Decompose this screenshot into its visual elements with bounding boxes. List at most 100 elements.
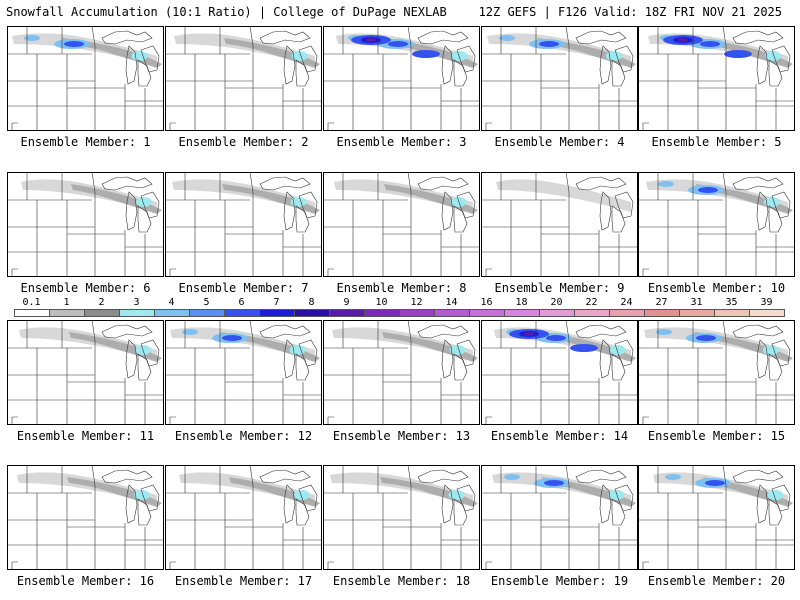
colorbar-label: 7: [273, 297, 280, 308]
snowfall-map: [638, 465, 795, 570]
snowfall-map: [638, 172, 795, 277]
member-panel: Ensemble Member: 7: [165, 172, 322, 295]
snowfall-map: [638, 320, 795, 425]
member-panel: Ensemble Member: 20: [638, 465, 795, 588]
member-caption: Ensemble Member: 16: [16, 574, 155, 588]
colorbar-swatch: [574, 309, 610, 317]
snowfall-map: [481, 172, 638, 277]
colorbar-label: 39: [760, 297, 773, 308]
snowfall-map: [7, 172, 164, 277]
member-panel: Ensemble Member: 19: [481, 465, 638, 588]
snowfall-map: [323, 172, 480, 277]
colorbar-swatch: [189, 309, 225, 317]
colorbar-swatch: [504, 309, 540, 317]
colorbar-swatch: [154, 309, 190, 317]
member-panel: Ensemble Member: 6: [7, 172, 164, 295]
member-panel: Ensemble Member: 18: [323, 465, 480, 588]
colorbar-label: 12: [410, 297, 423, 308]
member-panel: Ensemble Member: 14: [481, 320, 638, 443]
snowfall-map: [165, 26, 322, 131]
member-panel: Ensemble Member: 8: [323, 172, 480, 295]
colorbar-label: 4: [168, 297, 175, 308]
snowfall-map: [165, 172, 322, 277]
colorbar-label: 27: [655, 297, 668, 308]
member-caption: Ensemble Member: 5: [651, 135, 782, 149]
colorbar-label: 1: [63, 297, 70, 308]
colorbar-label: 31: [690, 297, 703, 308]
snowfall-map: [481, 26, 638, 131]
member-panel: Ensemble Member: 13: [323, 320, 480, 443]
member-panel: Ensemble Member: 5: [638, 26, 795, 149]
member-caption: Ensemble Member: 1: [20, 135, 151, 149]
colorbar-swatch: [609, 309, 645, 317]
snowfall-map: [7, 320, 164, 425]
snowfall-map: [323, 320, 480, 425]
member-caption: Ensemble Member: 10: [647, 281, 786, 295]
colorbar-swatch: [84, 309, 120, 317]
colorbar-swatch: [399, 309, 435, 317]
member-panel: Ensemble Member: 11: [7, 320, 164, 443]
member-panel: Ensemble Member: 12: [165, 320, 322, 443]
member-panel: Ensemble Member: 16: [7, 465, 164, 588]
snowfall-map: [323, 465, 480, 570]
member-panel: Ensemble Member: 10: [638, 172, 795, 295]
member-caption: Ensemble Member: 13: [332, 429, 471, 443]
colorbar-swatch: [259, 309, 295, 317]
member-caption: Ensemble Member: 9: [494, 281, 625, 295]
colorbar-label: 6: [238, 297, 245, 308]
colorbar-swatch: [539, 309, 575, 317]
snowfall-map: [481, 320, 638, 425]
snowfall-map: [481, 465, 638, 570]
member-caption: Ensemble Member: 20: [647, 574, 786, 588]
colorbar-swatch: [364, 309, 400, 317]
member-panel: Ensemble Member: 1: [7, 26, 164, 149]
snowfall-map: [7, 26, 164, 131]
member-caption: Ensemble Member: 14: [490, 429, 629, 443]
colorbar-label: 2: [98, 297, 105, 308]
colorbar-label: 14: [445, 297, 458, 308]
colorbar-swatch: [434, 309, 470, 317]
colorbar-swatch: [224, 309, 260, 317]
snowfall-map: [323, 26, 480, 131]
colorbar-swatch: [714, 309, 750, 317]
colorbar-label: 16: [480, 297, 493, 308]
colorbar-label: 20: [550, 297, 563, 308]
member-panel: Ensemble Member: 9: [481, 172, 638, 295]
member-caption: Ensemble Member: 6: [20, 281, 151, 295]
run-info: 12Z GEFS | F126 Valid: 18Z FRI NOV 21 20…: [478, 5, 782, 19]
colorbar-swatch: [329, 309, 365, 317]
snowfall-map: [7, 465, 164, 570]
member-panel: Ensemble Member: 17: [165, 465, 322, 588]
member-caption: Ensemble Member: 19: [490, 574, 629, 588]
colorbar-label: 24: [620, 297, 633, 308]
member-panel: Ensemble Member: 15: [638, 320, 795, 443]
colorbar-label: 10: [375, 297, 388, 308]
member-panel: Ensemble Member: 2: [165, 26, 322, 149]
colorbar-label: 9: [343, 297, 350, 308]
member-caption: Ensemble Member: 15: [647, 429, 786, 443]
colorbar-legend: 0.1 1 2 3 4 5 6 7 8 9 10 12 14 16 18 20 22 24 27 31 35 39: [6, 297, 786, 319]
chart-title: Snowfall Accumulation (10:1 Ratio) | Col…: [6, 5, 447, 19]
colorbar-swatch: [294, 309, 330, 317]
colorbar-label: 22: [585, 297, 598, 308]
member-caption: Ensemble Member: 18: [332, 574, 471, 588]
snowfall-map: [638, 26, 795, 131]
snowfall-map: [165, 465, 322, 570]
member-caption: Ensemble Member: 11: [16, 429, 155, 443]
member-caption: Ensemble Member: 3: [336, 135, 467, 149]
colorbar-label: 18: [515, 297, 528, 308]
colorbar-label: 35: [725, 297, 738, 308]
colorbar-label: 5: [203, 297, 210, 308]
member-caption: Ensemble Member: 2: [178, 135, 309, 149]
colorbar-swatch: [749, 309, 785, 317]
colorbar-swatch: [49, 309, 85, 317]
colorbar-swatch: [469, 309, 505, 317]
colorbar-label: 3: [133, 297, 140, 308]
member-caption: Ensemble Member: 4: [494, 135, 625, 149]
colorbar-swatch: [14, 309, 50, 317]
member-caption: Ensemble Member: 7: [178, 281, 309, 295]
colorbar-label: 0.1: [22, 297, 41, 308]
colorbar-swatch: [644, 309, 680, 317]
member-caption: Ensemble Member: 17: [174, 574, 313, 588]
member-panel: Ensemble Member: 4: [481, 26, 638, 149]
